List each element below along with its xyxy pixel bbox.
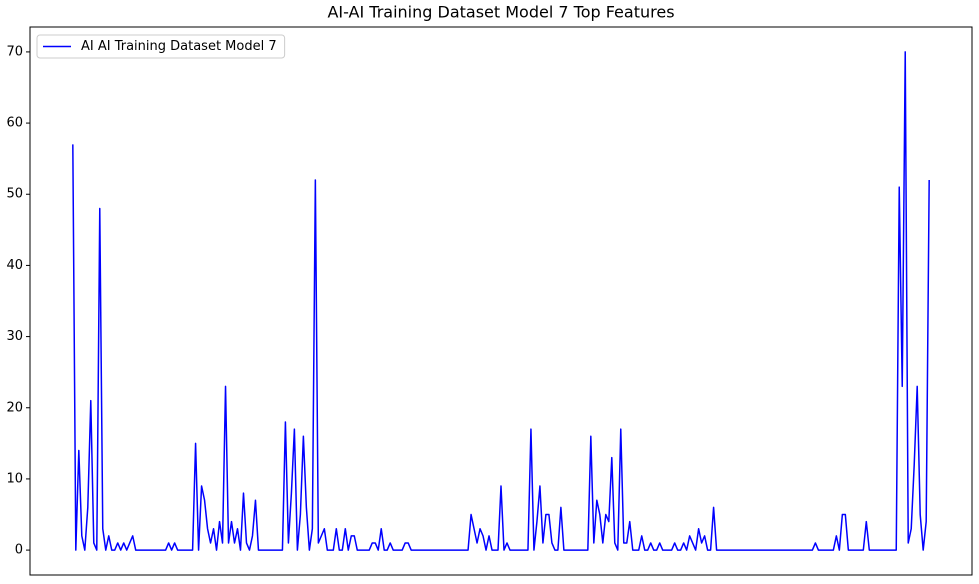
legend-box bbox=[36, 34, 286, 59]
y-tick-label: 0 bbox=[15, 543, 23, 558]
line-series bbox=[72, 51, 930, 551]
y-tick-label: 50 bbox=[6, 187, 23, 202]
legend-label: AI AI Training Dataset Model 7 bbox=[81, 39, 277, 54]
y-tick-label: 20 bbox=[6, 400, 23, 415]
y-tick-label: 40 bbox=[6, 258, 23, 273]
plot-frame bbox=[29, 26, 973, 576]
y-tick-label: 70 bbox=[6, 44, 23, 59]
y-tick-label: 60 bbox=[6, 116, 23, 131]
y-tick-label: 30 bbox=[6, 329, 23, 344]
y-tick-label: 10 bbox=[6, 471, 23, 486]
chart-title: AI-AI Training Dataset Model 7 Top Featu… bbox=[327, 3, 674, 22]
